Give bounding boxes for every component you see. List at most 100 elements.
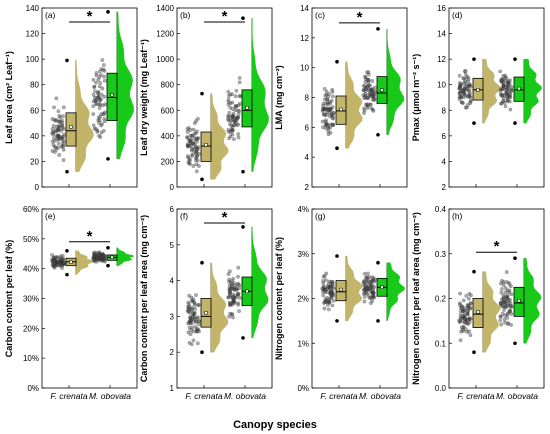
data-point <box>368 289 373 294</box>
data-point <box>458 90 462 95</box>
data-point <box>370 278 375 283</box>
data-point <box>367 296 372 300</box>
data-point <box>368 287 373 292</box>
panel-label: (c) <box>315 10 325 20</box>
chart-panel: 0% 10% 20% 30% 40% 50% 60% (e) Carbon content pe… <box>4 205 138 401</box>
y-axis-title: LMA (mg cm⁻²) <box>274 65 284 129</box>
outlier-point <box>106 263 110 268</box>
data-point <box>503 320 507 325</box>
data-point <box>326 107 331 112</box>
data-point <box>197 329 201 334</box>
data-point <box>237 309 241 313</box>
data-point <box>230 132 235 137</box>
y-tick-label: 4 <box>442 157 447 166</box>
outlier-point <box>335 319 339 323</box>
data-point <box>504 270 509 274</box>
data-point <box>331 94 335 99</box>
density-violin <box>386 28 405 136</box>
x-tick-label: F. crenata <box>320 391 357 401</box>
data-point <box>506 303 511 308</box>
data-point <box>186 160 191 164</box>
data-point <box>373 85 377 90</box>
data-point <box>185 135 190 140</box>
data-point <box>320 119 325 124</box>
data-point <box>468 301 473 306</box>
data-point <box>504 79 509 84</box>
y-axis-title: Carbon content per leaf area (mg cm⁻²) <box>139 215 149 382</box>
density-violin <box>345 255 363 322</box>
data-point <box>228 303 232 308</box>
data-point <box>190 305 195 310</box>
data-point <box>188 128 193 132</box>
data-point <box>237 296 242 300</box>
data-point <box>194 162 199 167</box>
outlier-point <box>65 272 69 277</box>
data-point <box>194 151 199 155</box>
data-point <box>228 269 232 274</box>
data-point <box>499 79 504 84</box>
data-point <box>97 118 102 123</box>
data-point <box>234 116 239 121</box>
data-point <box>499 87 503 92</box>
mean-marker <box>380 285 384 289</box>
significance-star: * <box>222 209 228 226</box>
data-point <box>51 124 56 128</box>
data-point <box>193 324 198 329</box>
data-point <box>321 274 326 279</box>
data-point <box>371 293 375 297</box>
data-point <box>363 80 368 84</box>
data-point <box>235 115 240 120</box>
chart-panel: 0% 1% 2% 3% 4% (g) Nitrogen content per leaf (… <box>274 205 408 401</box>
data-point <box>362 111 366 115</box>
data-point <box>330 115 335 120</box>
data-point <box>499 281 503 286</box>
data-point <box>366 80 371 85</box>
y-tick-label: 0.4 <box>435 205 447 214</box>
data-point <box>504 299 509 303</box>
data-point <box>326 126 331 131</box>
data-point <box>50 149 55 153</box>
y-tick-label: 4 <box>305 153 310 162</box>
outlier-point <box>106 10 110 14</box>
data-point <box>190 147 194 151</box>
data-point <box>95 128 100 133</box>
data-point <box>194 169 199 174</box>
data-point <box>188 332 193 337</box>
data-point <box>368 283 373 288</box>
data-point <box>226 114 231 119</box>
data-point <box>325 303 330 307</box>
data-point <box>509 89 514 93</box>
data-point <box>187 306 192 311</box>
outlier-point <box>200 260 204 265</box>
data-point <box>369 87 373 92</box>
data-point <box>463 105 468 110</box>
data-point <box>362 295 367 299</box>
outlier-point <box>241 225 245 229</box>
box <box>200 131 212 162</box>
data-point <box>501 93 506 98</box>
mean-marker <box>245 106 249 110</box>
data-point <box>367 83 371 88</box>
y-axis-title: Nitrogen content per leaf area (mg cm⁻²) <box>411 212 421 385</box>
data-point <box>98 81 103 85</box>
data-point <box>463 69 468 73</box>
data-point <box>324 300 328 304</box>
data-point <box>54 118 59 122</box>
data-point <box>505 312 510 317</box>
data-point <box>457 81 462 85</box>
data-point <box>230 115 235 120</box>
data-point <box>236 112 241 116</box>
density-violin <box>210 262 229 353</box>
data-point <box>58 115 62 120</box>
y-tick-label: 20% <box>23 324 39 333</box>
y-tick-label: 0.3 <box>435 250 447 259</box>
data-point <box>465 103 470 107</box>
y-tick-label: 1000 <box>156 55 174 64</box>
y-tick-label: 6 <box>170 205 175 214</box>
data-point <box>236 103 241 108</box>
data-point <box>505 98 510 102</box>
data-point <box>326 132 331 137</box>
data-point <box>372 291 376 296</box>
y-tick-label: 200 <box>161 157 175 166</box>
y-tick-label: 2 <box>442 183 447 192</box>
